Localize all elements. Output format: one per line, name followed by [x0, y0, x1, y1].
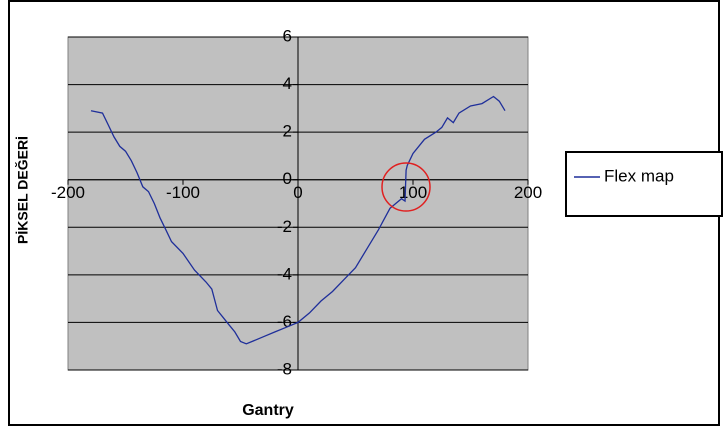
- y-axis-title: PİKSEL DEĞERİ: [14, 136, 31, 244]
- legend-label: Flex map: [604, 166, 674, 185]
- y-tick-label: -8: [277, 359, 292, 378]
- y-tick-label: -4: [277, 264, 292, 283]
- x-tick-label: 200: [514, 183, 542, 202]
- y-tick-label: 2: [283, 122, 292, 141]
- x-tick-label: -200: [51, 183, 85, 202]
- y-tick-label: 0: [283, 169, 292, 188]
- x-axis-title: Gantry: [242, 402, 294, 419]
- legend-box: [565, 151, 723, 217]
- data-line: [90, 95, 506, 345]
- x-tick-label: -100: [166, 183, 200, 202]
- legend: Flex map: [565, 151, 723, 217]
- highlight-circle: [381, 162, 431, 212]
- y-tick-label: 4: [283, 74, 292, 93]
- y-tick-label: -2: [277, 217, 292, 236]
- y-tick-label: 6: [283, 26, 292, 45]
